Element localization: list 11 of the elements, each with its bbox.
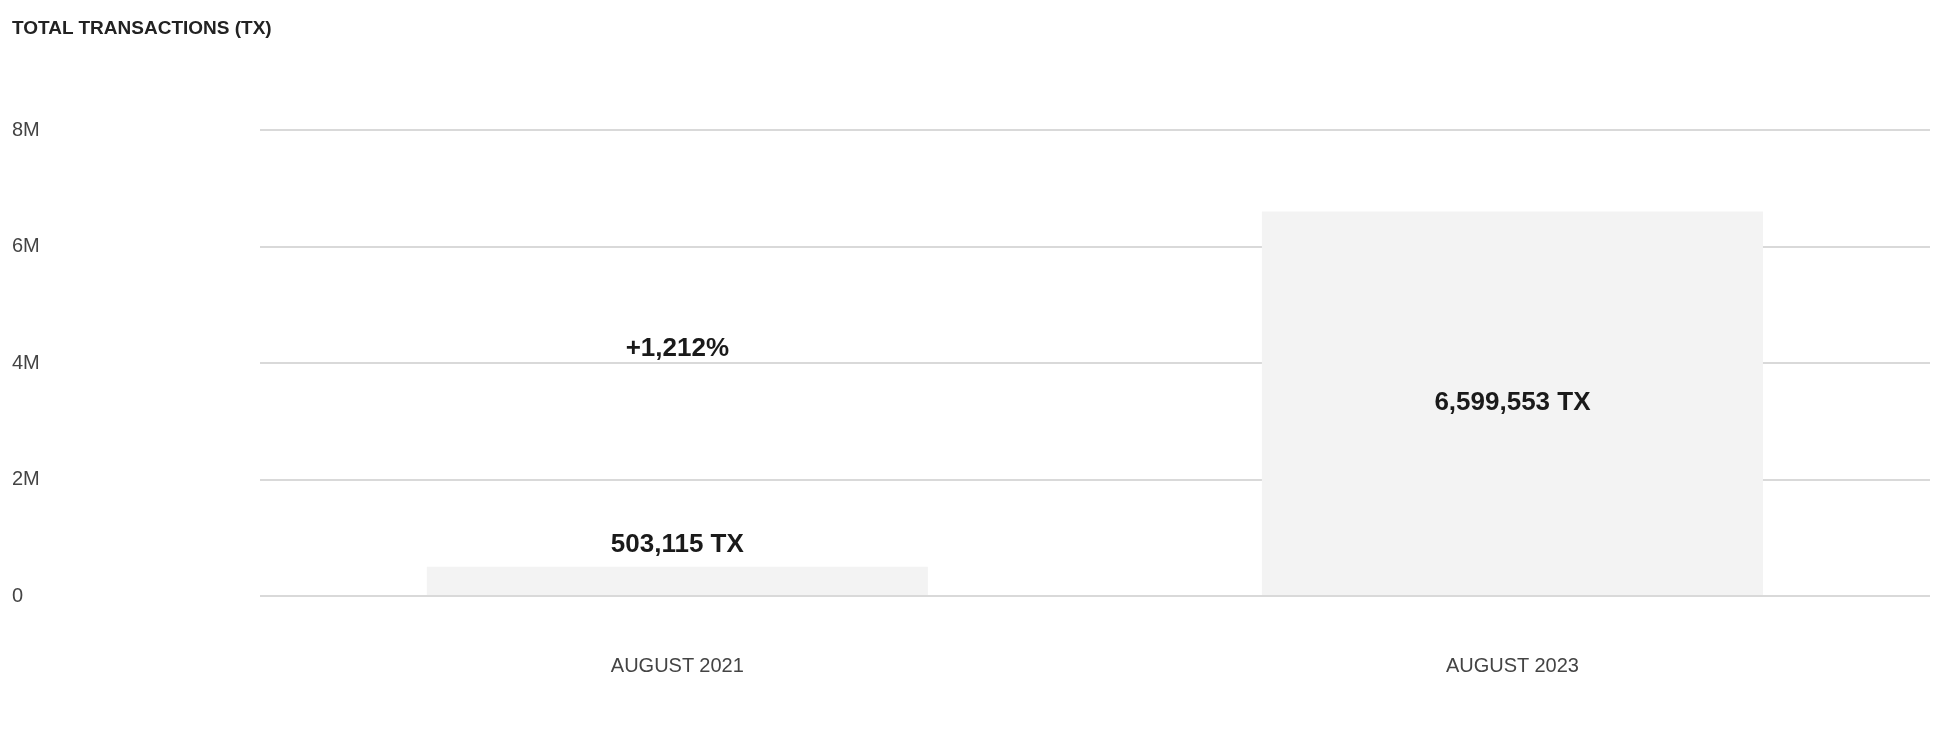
y-tick-label: 4M [12,350,40,373]
y-tick-label: 8M [12,117,40,140]
y-tick-label: 0 [12,583,24,606]
data-label: 6,599,553 TX [1434,386,1592,417]
y-tick-label: 6M [12,234,40,257]
x-tick-label: AUGUST 2023 [1445,653,1579,676]
annotation: +1,212% [625,331,730,362]
data-label: 503,115 TX [610,527,745,558]
y-tick-label: 2M [12,467,40,490]
chart-title: TOTAL TRANSACTIONS (TX) [12,16,272,38]
x-tick-label: AUGUST 2021 [610,653,744,676]
